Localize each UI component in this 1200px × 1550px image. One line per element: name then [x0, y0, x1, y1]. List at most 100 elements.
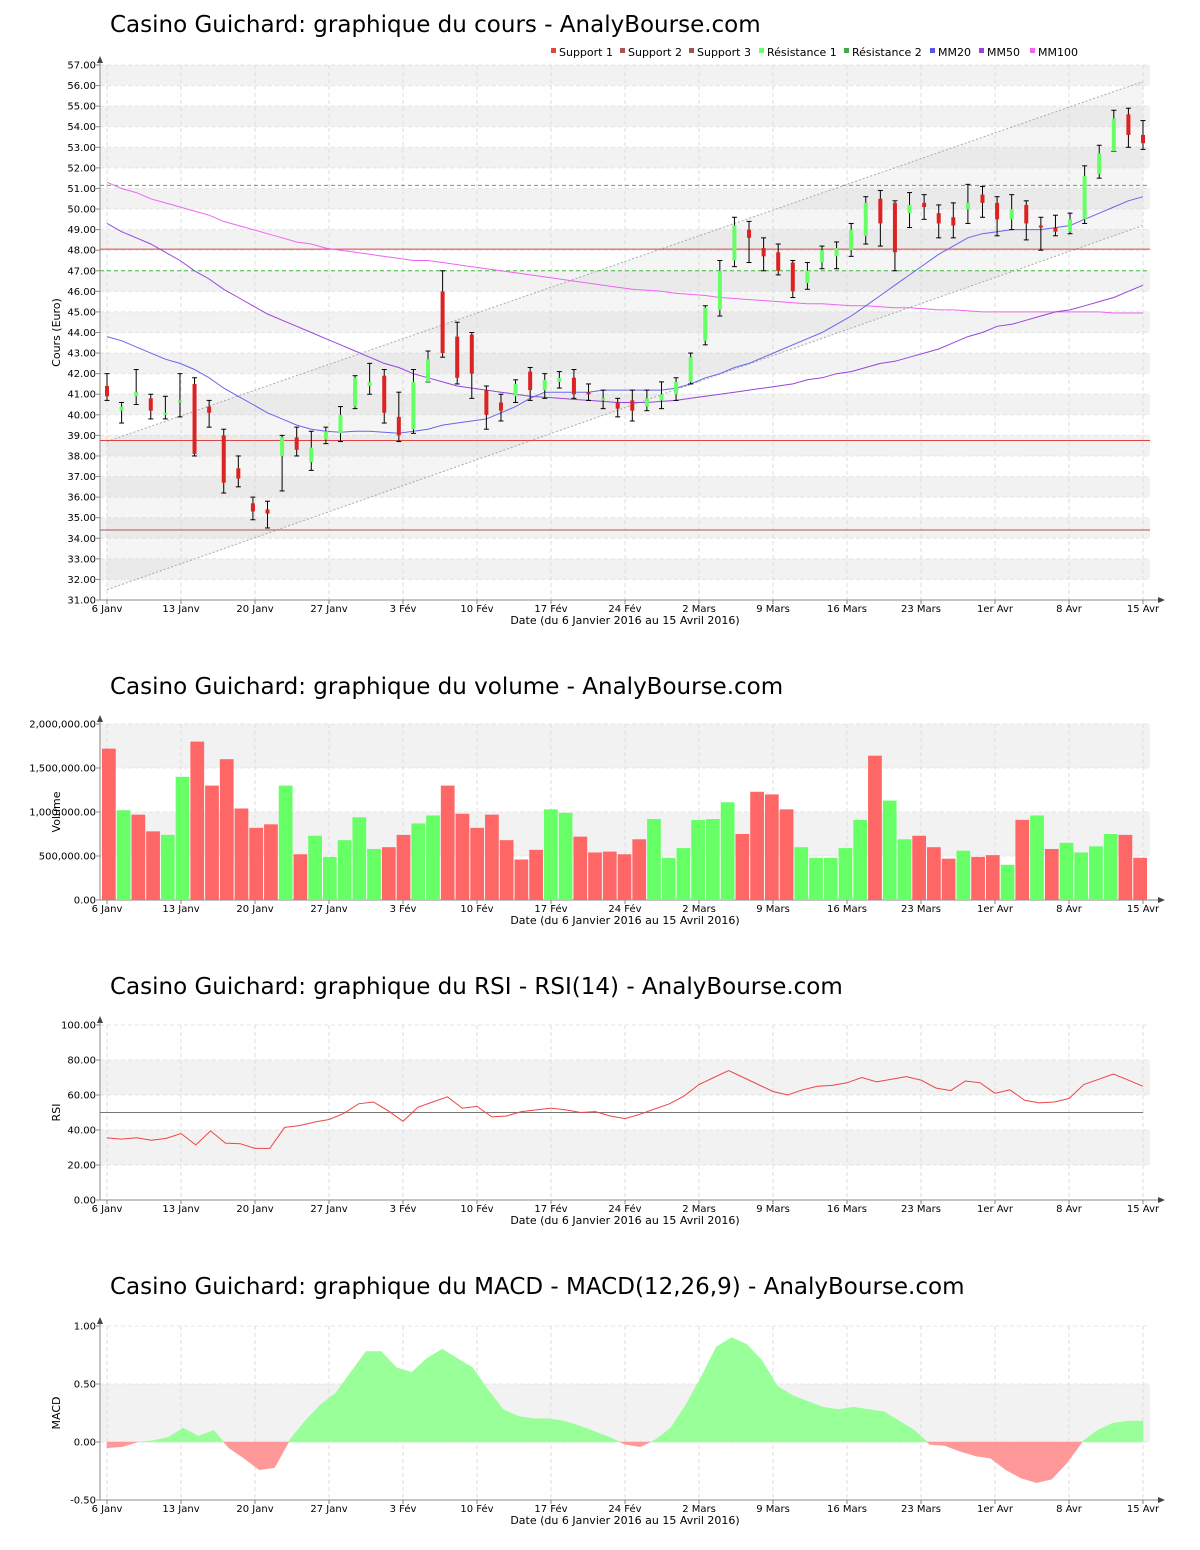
macd-positive-area [365, 1351, 382, 1443]
price-ytick-label: 37.00 [67, 472, 96, 483]
volume-bar [264, 824, 278, 900]
macd-positive-area [716, 1337, 732, 1443]
price-xtick-label: 3 Fév [390, 603, 417, 615]
price-xtick-label: 17 Fév [534, 603, 567, 615]
volume-ytick-label: 0.00 [74, 896, 96, 907]
volume-bar [971, 856, 985, 900]
candle-body [1141, 134, 1145, 144]
volume-bar [661, 857, 676, 900]
price-ytick-label: 31.00 [67, 596, 96, 607]
candle-body [148, 398, 153, 411]
price-xtick-label: 27 Janv [310, 604, 347, 615]
rsi-ytick-label: 20.00 [67, 1161, 96, 1172]
candle-body [294, 437, 299, 450]
volume-bar [750, 791, 764, 900]
rsi-ytick-label: 100.00 [61, 1021, 96, 1032]
macd-ytick-label: -0.50 [70, 1496, 96, 1507]
price-ytick-label: 51.00 [67, 184, 96, 195]
volume-ytick-label: 1,000,000.00 [29, 808, 96, 819]
candle-body [455, 336, 460, 378]
price-ytick-label: 36.00 [67, 493, 96, 504]
price-x-axis-label: Date (du 6 Janvier 2016 au 15 Avril 2016… [510, 614, 739, 627]
macd-negative-area [926, 1441, 930, 1445]
macd-negative-area [990, 1441, 1007, 1471]
price-ytick-label: 48.00 [67, 246, 96, 257]
volume-chart-title: Casino Guichard: graphique du volume - A… [110, 674, 784, 700]
legend-entry: Résistance 1 [767, 46, 837, 59]
price-ytick-label: 55.00 [67, 102, 96, 113]
macd-chart: -0.50 0.00 0.50 1.00 6 Janv 13 Janv 20 Janv 27 … [50, 1317, 1165, 1527]
macd-xtick-label: 1er Avr [977, 1504, 1014, 1515]
price-ytick-label: 53.00 [67, 143, 96, 154]
candle-body [163, 412, 168, 415]
rsi-ytick-label: 80.00 [67, 1056, 96, 1067]
volume-bar [764, 794, 779, 900]
volume-bar [897, 839, 912, 900]
price-xtick-label: 6 Janv [92, 604, 123, 615]
volume-xtick-label: 15 Avr [1127, 904, 1160, 915]
volume-bar [1044, 848, 1059, 900]
price-ytick-label: 54.00 [67, 122, 96, 133]
macd-negative-area [975, 1441, 991, 1459]
rsi-xtick-label: 9 Mars [756, 1204, 790, 1215]
volume-bar [381, 847, 396, 900]
price-ytick-label: 39.00 [67, 431, 96, 442]
macd-positive-area [914, 1429, 928, 1443]
price-xtick-label: 9 Mars [756, 604, 790, 615]
candle-body [528, 371, 533, 391]
volume-bar [632, 839, 647, 900]
macd-positive-area [518, 1416, 534, 1443]
macd-negative-area [259, 1441, 275, 1471]
candle-body [776, 252, 781, 271]
macd-xtick-label: 13 Janv [162, 1504, 199, 1515]
volume-bar [1015, 819, 1030, 900]
price-ytick-label: 52.00 [67, 163, 96, 174]
legend-swatch [551, 48, 556, 53]
legend-entry: Support 1 [559, 46, 613, 59]
macd-positive-area [761, 1359, 778, 1443]
candle-body [863, 202, 868, 236]
price-chart: 31.00 32.00 33.00 34.00 35.00 36.00 37.00 38.00… [50, 46, 1165, 627]
candle-body [1068, 219, 1073, 232]
volume-xtick-label: 3 Fév [390, 903, 417, 915]
price-xtick-label: 13 Janv [162, 604, 199, 615]
candle-body [630, 400, 635, 411]
candle-body [250, 503, 255, 512]
macd-positive-area [472, 1366, 489, 1443]
price-ytick-label: 57.00 [67, 61, 96, 72]
volume-bar [1133, 857, 1147, 900]
volume-bar [131, 814, 146, 900]
volume-bar [1059, 842, 1074, 900]
volume-bar [499, 840, 514, 900]
candle-body [396, 416, 401, 436]
mm20-line [106, 196, 1144, 434]
volume-ytick-label: 2,000,000.00 [29, 720, 96, 731]
macd-negative-area [1005, 1441, 1022, 1479]
candle-body [601, 398, 606, 401]
volume-bar [514, 859, 529, 900]
candle-body [338, 414, 343, 434]
volume-bar [706, 819, 720, 900]
price-ytick-label: 40.00 [67, 410, 96, 421]
volume-bar [322, 856, 337, 900]
candle-body [105, 386, 109, 397]
volume-bar [927, 847, 941, 900]
volume-bar [1030, 815, 1044, 900]
volume-bar [823, 857, 838, 900]
candle-body [571, 377, 576, 395]
volume-bar [396, 834, 411, 900]
volume-xtick-label: 24 Fév [608, 903, 641, 915]
rsi-ytick-label: 60.00 [67, 1091, 96, 1102]
macd-negative-area [944, 1441, 961, 1452]
rsi-xtick-label: 6 Janv [92, 1204, 123, 1215]
candle-body [207, 406, 212, 413]
rsi-xtick-label: 15 Avr [1127, 1204, 1160, 1215]
volume-bar [602, 851, 617, 900]
volume-bar [1103, 834, 1118, 900]
macd-xtick-label: 3 Fév [390, 1503, 417, 1515]
candle-body [659, 394, 664, 401]
volume-bar [868, 755, 882, 900]
price-y-axis-label: Cours (Euro) [50, 298, 63, 367]
candle-body [703, 307, 708, 341]
macd-xtick-label: 27 Janv [310, 1504, 347, 1515]
